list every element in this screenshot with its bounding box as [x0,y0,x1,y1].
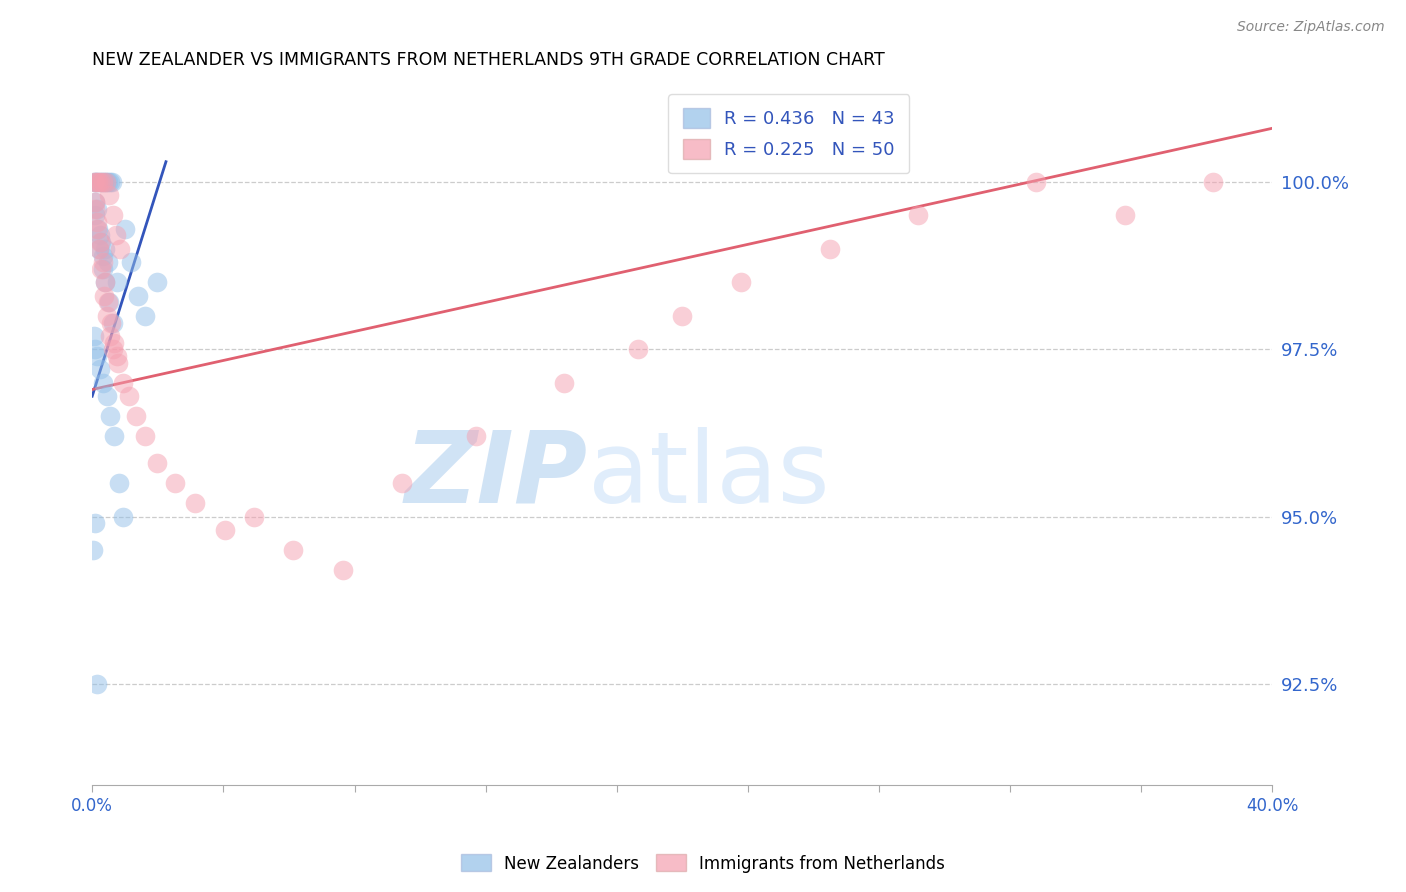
Point [114,221,136,235]
Point [96,175,118,189]
Point [86,221,108,235]
Point [96,255,118,269]
Point [90,261,112,276]
Point [332,563,354,577]
Point [83,194,105,209]
Point [112,376,135,390]
Point [1202,175,1225,189]
Point [134,309,156,323]
Text: ZIP: ZIP [405,426,588,524]
Point [84,175,107,189]
Point [100,409,122,424]
Point [93,242,115,256]
Point [101,208,124,222]
Point [83,202,105,216]
Point [96,309,118,323]
Point [163,476,186,491]
Point [89,235,111,249]
Point [120,255,142,269]
Point [125,409,148,424]
Point [127,289,149,303]
Point [105,276,128,290]
Point [103,343,125,357]
Point [1114,208,1136,222]
Point [553,376,575,390]
Point [146,276,169,290]
Point [94,276,117,290]
Point [107,476,129,491]
Point [100,175,122,189]
Point [1025,175,1047,189]
Point [96,389,118,403]
Point [96,175,118,189]
Point [87,242,110,256]
Point [101,175,124,189]
Point [89,228,111,243]
Point [108,242,131,256]
Point [83,175,105,189]
Point [86,349,108,363]
Point [86,175,108,189]
Point [134,429,156,443]
Point [98,295,121,310]
Point [84,208,107,222]
Point [464,429,486,443]
Point [91,261,114,276]
Point [90,175,112,189]
Point [118,389,141,403]
Point [112,509,135,524]
Point [93,175,115,189]
Point [94,276,117,290]
Text: NEW ZEALANDER VS IMMIGRANTS FROM NETHERLANDS 9TH GRADE CORRELATION CHART: NEW ZEALANDER VS IMMIGRANTS FROM NETHERL… [93,51,884,69]
Point [105,228,128,243]
Point [86,215,108,229]
Point [84,343,107,357]
Point [86,202,108,216]
Point [730,276,752,290]
Point [86,677,108,691]
Text: Source: ZipAtlas.com: Source: ZipAtlas.com [1237,20,1385,34]
Point [98,329,121,343]
Point [103,429,125,443]
Point [90,235,112,249]
Point [391,476,413,491]
Legend: R = 0.436   N = 43, R = 0.225   N = 50: R = 0.436 N = 43, R = 0.225 N = 50 [668,94,910,173]
Point [107,356,129,370]
Point [184,496,207,510]
Point [243,509,266,524]
Point [97,175,120,189]
Point [103,335,125,350]
Point [89,362,111,376]
Point [83,329,105,343]
Point [98,188,121,202]
Point [97,295,120,310]
Point [93,289,115,303]
Point [100,316,122,330]
Text: atlas: atlas [588,426,830,524]
Point [93,248,115,262]
Point [105,349,128,363]
Point [82,543,104,558]
Point [87,242,110,256]
Point [89,175,111,189]
Point [671,309,693,323]
Point [91,255,114,269]
Point [91,376,114,390]
Point [83,175,105,189]
Point [281,543,304,558]
Point [907,208,929,222]
Point [818,242,841,256]
Point [627,343,650,357]
Point [87,221,110,235]
Point [103,316,125,330]
Point [89,175,111,189]
Point [93,175,115,189]
Point [146,456,169,470]
Point [214,523,236,537]
Legend: New Zealanders, Immigrants from Netherlands: New Zealanders, Immigrants from Netherla… [454,847,952,880]
Point [84,175,107,189]
Point [83,516,105,531]
Point [87,175,110,189]
Point [84,194,107,209]
